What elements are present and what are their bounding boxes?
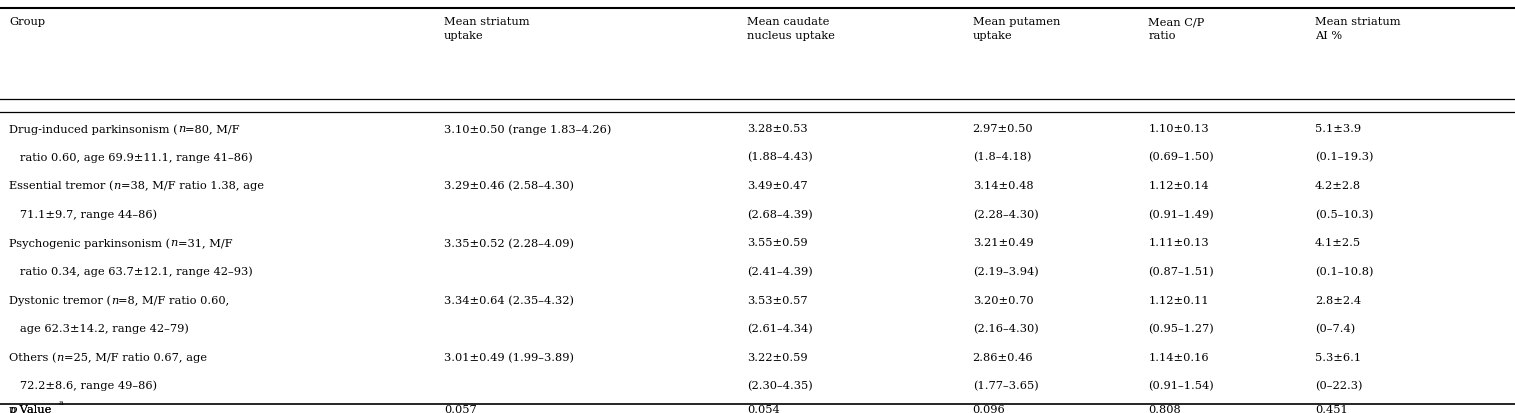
Text: (2.30–4.35): (2.30–4.35): [747, 380, 812, 390]
Text: Dystonic tremor (: Dystonic tremor (: [9, 295, 111, 306]
Text: (2.61–4.34): (2.61–4.34): [747, 323, 812, 333]
Text: 1.12±0.14: 1.12±0.14: [1148, 181, 1209, 191]
Text: 1.10±0.13: 1.10±0.13: [1148, 124, 1209, 134]
Text: 2.86±0.46: 2.86±0.46: [973, 352, 1033, 362]
Text: 0.054: 0.054: [747, 404, 780, 413]
Text: (0.87–1.51): (0.87–1.51): [1148, 266, 1214, 276]
Text: Drug-induced parkinsonism (: Drug-induced parkinsonism (: [9, 124, 177, 135]
Text: (0.1–10.8): (0.1–10.8): [1315, 266, 1374, 276]
Text: a: a: [59, 398, 64, 406]
Text: (0.91–1.54): (0.91–1.54): [1148, 380, 1214, 390]
Text: age 62.3±14.2, range 42–79): age 62.3±14.2, range 42–79): [9, 323, 189, 334]
Text: ratio 0.34, age 63.7±12.1, range 42–93): ratio 0.34, age 63.7±12.1, range 42–93): [9, 266, 253, 277]
Text: (1.88–4.43): (1.88–4.43): [747, 152, 812, 162]
Text: =25, M/F ratio 0.67, age: =25, M/F ratio 0.67, age: [64, 352, 208, 362]
Text: Psychogenic parkinsonism (: Psychogenic parkinsonism (: [9, 238, 170, 249]
Text: Others (: Others (: [9, 352, 56, 362]
Text: 5.1±3.9: 5.1±3.9: [1315, 124, 1360, 134]
Text: 3.20±0.70: 3.20±0.70: [973, 295, 1033, 305]
Text: Mean C/P
ratio: Mean C/P ratio: [1148, 17, 1204, 40]
Text: 71.1±9.7, range 44–86): 71.1±9.7, range 44–86): [9, 209, 158, 220]
Text: 1.11±0.13: 1.11±0.13: [1148, 238, 1209, 248]
Text: Value: Value: [17, 404, 52, 413]
Text: 3.01±0.49 (1.99–3.89): 3.01±0.49 (1.99–3.89): [444, 352, 574, 362]
Text: (0.69–1.50): (0.69–1.50): [1148, 152, 1214, 162]
Text: (0–7.4): (0–7.4): [1315, 323, 1356, 333]
Text: n: n: [56, 352, 64, 362]
Text: 72.2±8.6, range 49–86): 72.2±8.6, range 49–86): [9, 380, 158, 391]
Text: n: n: [114, 181, 121, 191]
Text: 0.096: 0.096: [973, 404, 1006, 413]
Text: 2.8±2.4: 2.8±2.4: [1315, 295, 1360, 305]
Text: (2.19–3.94): (2.19–3.94): [973, 266, 1038, 276]
Text: 3.22±0.59: 3.22±0.59: [747, 352, 807, 362]
Text: 3.55±0.59: 3.55±0.59: [747, 238, 807, 248]
Text: (2.68–4.39): (2.68–4.39): [747, 209, 812, 219]
Text: Mean putamen
uptake: Mean putamen uptake: [973, 17, 1060, 40]
Text: n: n: [170, 238, 177, 248]
Text: (0.1–19.3): (0.1–19.3): [1315, 152, 1374, 162]
Text: 3.35±0.52 (2.28–4.09): 3.35±0.52 (2.28–4.09): [444, 238, 574, 248]
Text: =80, M/F: =80, M/F: [185, 124, 239, 134]
Text: 4.2±2.8: 4.2±2.8: [1315, 181, 1360, 191]
Text: (0.91–1.49): (0.91–1.49): [1148, 209, 1214, 219]
Text: p: p: [9, 404, 17, 413]
Text: (1.8–4.18): (1.8–4.18): [973, 152, 1032, 162]
Text: 3.49±0.47: 3.49±0.47: [747, 181, 807, 191]
Text: 0.057: 0.057: [444, 404, 477, 413]
Text: 1.14±0.16: 1.14±0.16: [1148, 352, 1209, 362]
Text: Essential tremor (: Essential tremor (: [9, 181, 114, 191]
Text: 3.21±0.49: 3.21±0.49: [973, 238, 1033, 248]
Text: (0–22.3): (0–22.3): [1315, 380, 1362, 390]
Text: 3.29±0.46 (2.58–4.30): 3.29±0.46 (2.58–4.30): [444, 181, 574, 191]
Text: 4.1±2.5: 4.1±2.5: [1315, 238, 1360, 248]
Text: 3.14±0.48: 3.14±0.48: [973, 181, 1033, 191]
Text: n: n: [111, 295, 118, 305]
Text: =8, M/F ratio 0.60,: =8, M/F ratio 0.60,: [118, 295, 230, 305]
Text: (2.16–4.30): (2.16–4.30): [973, 323, 1038, 333]
Text: =38, M/F ratio 1.38, age: =38, M/F ratio 1.38, age: [121, 181, 264, 191]
Text: 0.808: 0.808: [1148, 404, 1182, 413]
Text: (0.5–10.3): (0.5–10.3): [1315, 209, 1374, 219]
Text: Value: Value: [17, 404, 52, 413]
Text: Mean striatum
uptake: Mean striatum uptake: [444, 17, 530, 40]
Text: 1.12±0.11: 1.12±0.11: [1148, 295, 1209, 305]
Text: 3.53±0.57: 3.53±0.57: [747, 295, 807, 305]
Text: (0.95–1.27): (0.95–1.27): [1148, 323, 1214, 333]
Text: =31, M/F: =31, M/F: [177, 238, 232, 248]
Text: 5.3±6.1: 5.3±6.1: [1315, 352, 1360, 362]
Text: 3.28±0.53: 3.28±0.53: [747, 124, 807, 134]
Text: Group: Group: [9, 17, 45, 27]
Text: (1.77–3.65): (1.77–3.65): [973, 380, 1038, 390]
Text: 3.34±0.64 (2.35–4.32): 3.34±0.64 (2.35–4.32): [444, 295, 574, 305]
Text: Mean caudate
nucleus uptake: Mean caudate nucleus uptake: [747, 17, 835, 40]
Text: (2.28–4.30): (2.28–4.30): [973, 209, 1038, 219]
Text: ratio 0.60, age 69.9±11.1, range 41–86): ratio 0.60, age 69.9±11.1, range 41–86): [9, 152, 253, 163]
Text: n: n: [177, 124, 185, 134]
Text: 2.97±0.50: 2.97±0.50: [973, 124, 1033, 134]
Text: 3.10±0.50 (range 1.83–4.26): 3.10±0.50 (range 1.83–4.26): [444, 124, 611, 135]
Text: (2.41–4.39): (2.41–4.39): [747, 266, 812, 276]
Text: 0.451: 0.451: [1315, 404, 1348, 413]
Text: Mean striatum
AI %: Mean striatum AI %: [1315, 17, 1401, 40]
Text: p: p: [9, 404, 17, 413]
